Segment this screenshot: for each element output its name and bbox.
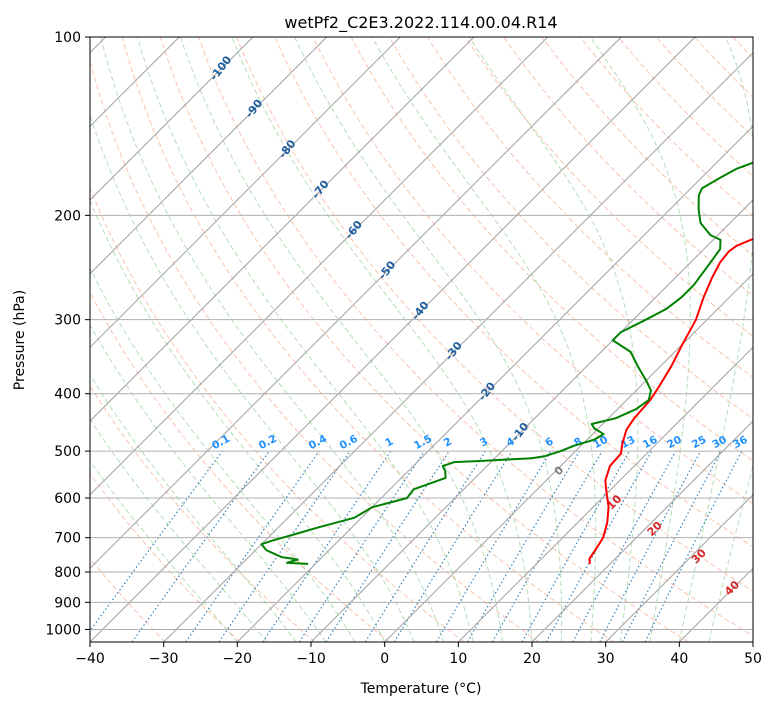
moist-adiabat-line xyxy=(90,460,238,642)
moist-adiabat-line xyxy=(678,37,753,642)
isotherm-line xyxy=(531,420,753,642)
isotherm-line xyxy=(457,346,753,642)
x-tick-label: −40 xyxy=(75,651,105,667)
isotherm-line xyxy=(90,37,696,642)
x-tick-label: 10 xyxy=(449,651,467,667)
x-axis-ticks: −40 −30 −20 −10 0 10 20 30 40 50 xyxy=(75,642,762,667)
dry-adiabat-line xyxy=(90,291,390,642)
moist-adiabat-line xyxy=(90,418,268,642)
dry-adiabat-line xyxy=(236,37,753,592)
dry-adiabat-line xyxy=(90,59,540,642)
isotherm-line xyxy=(605,493,753,642)
moist-adiabat-line xyxy=(590,37,691,642)
y-tick-label: 900 xyxy=(54,595,81,611)
isotherm-line xyxy=(163,51,753,642)
moist-adiabat-line xyxy=(90,323,327,642)
dry-adiabat-line xyxy=(121,37,614,642)
plot-area-background xyxy=(90,37,753,642)
dry-adiabat-line xyxy=(465,37,753,337)
isotherm-line xyxy=(90,37,475,422)
y-tick-label: 400 xyxy=(54,387,81,403)
x-tick-label: −30 xyxy=(149,651,179,667)
y-axis-ticks: 100 200 300 400 500 600 700 800 900 1000 xyxy=(45,30,90,638)
isotherm-line xyxy=(90,37,328,275)
moist-adiabat-line xyxy=(90,373,297,642)
isotherm-line xyxy=(90,37,622,570)
mixing-ratio-line xyxy=(185,450,320,642)
x-tick-label: 50 xyxy=(744,651,762,667)
x-tick-label: 40 xyxy=(670,651,688,667)
isotherm-line xyxy=(384,272,753,642)
x-tick-label: 0 xyxy=(380,651,389,667)
isobars xyxy=(90,37,753,630)
temperature-profile xyxy=(588,237,753,565)
dry-adiabat-line xyxy=(274,37,753,548)
moist-adiabat-line xyxy=(100,37,445,642)
mixing-ratio-line xyxy=(491,450,603,642)
x-axis-label: Temperature (°C) xyxy=(360,681,482,697)
mixing-ratio-line xyxy=(131,450,270,642)
y-tick-label: 1000 xyxy=(45,622,81,638)
y-tick-label: 500 xyxy=(54,444,81,460)
dry-adiabat-line xyxy=(312,37,753,505)
moist-adiabat-line xyxy=(90,199,386,642)
x-tick-label: −10 xyxy=(296,651,326,667)
y-tick-label: 100 xyxy=(54,30,81,46)
isotherm-line xyxy=(90,37,401,349)
y-tick-label: 300 xyxy=(54,313,81,329)
isotherm-line xyxy=(90,37,254,201)
mixing-ratio-line xyxy=(393,450,513,642)
moist-adiabat-line xyxy=(294,37,563,642)
mixing-ratio-line xyxy=(572,450,677,642)
y-tick-label: 200 xyxy=(54,208,81,224)
mixing-ratio-line xyxy=(218,450,351,642)
dry-adiabats xyxy=(90,37,753,642)
mixing-ratio-line xyxy=(364,450,486,642)
x-tick-label: 20 xyxy=(523,651,541,667)
chart-title: wetPf2_C2E3.2022.114.00.04.R14 xyxy=(284,13,557,33)
moist-adiabat-line xyxy=(371,37,597,642)
mixing-ratio-line xyxy=(466,450,580,642)
moist-adiabat-line xyxy=(468,37,639,642)
x-tick-label: −20 xyxy=(223,651,253,667)
isotherm-line xyxy=(90,37,549,496)
dewpoint-profile xyxy=(260,161,753,565)
plot-frame xyxy=(89,36,754,643)
y-tick-label: 700 xyxy=(54,531,81,547)
mixing-ratio-line xyxy=(325,450,450,642)
moist-adiabat-line xyxy=(708,464,753,642)
dry-adiabat-line xyxy=(426,37,753,378)
y-tick-label: 800 xyxy=(54,565,81,581)
x-tick-label: 30 xyxy=(597,651,615,667)
y-axis-label: Pressure (hPa) xyxy=(12,290,28,390)
y-tick-label: 600 xyxy=(54,491,81,507)
mixing-ratio-line xyxy=(435,450,552,642)
moist-adiabats xyxy=(90,37,753,642)
mixing-ratio-line xyxy=(90,450,223,632)
isotherm-line xyxy=(236,125,753,642)
dry-adiabat-line xyxy=(503,37,753,297)
mixing-ratio-line xyxy=(521,450,631,642)
moist-adiabat-line xyxy=(90,266,356,642)
sounding-profiles xyxy=(260,161,753,565)
skewed-isotherms xyxy=(90,37,753,642)
dry-adiabat-line xyxy=(90,384,316,642)
moist-adiabat-line xyxy=(136,37,474,642)
dry-adiabat-line xyxy=(159,37,689,642)
dry-adiabat-line xyxy=(579,37,753,217)
moist-adiabat-line xyxy=(231,37,533,642)
dry-adiabat-line xyxy=(90,472,241,642)
dry-adiabat-line xyxy=(90,186,465,642)
dry-adiabat-line xyxy=(350,37,753,462)
moist-adiabat-line xyxy=(179,37,504,642)
